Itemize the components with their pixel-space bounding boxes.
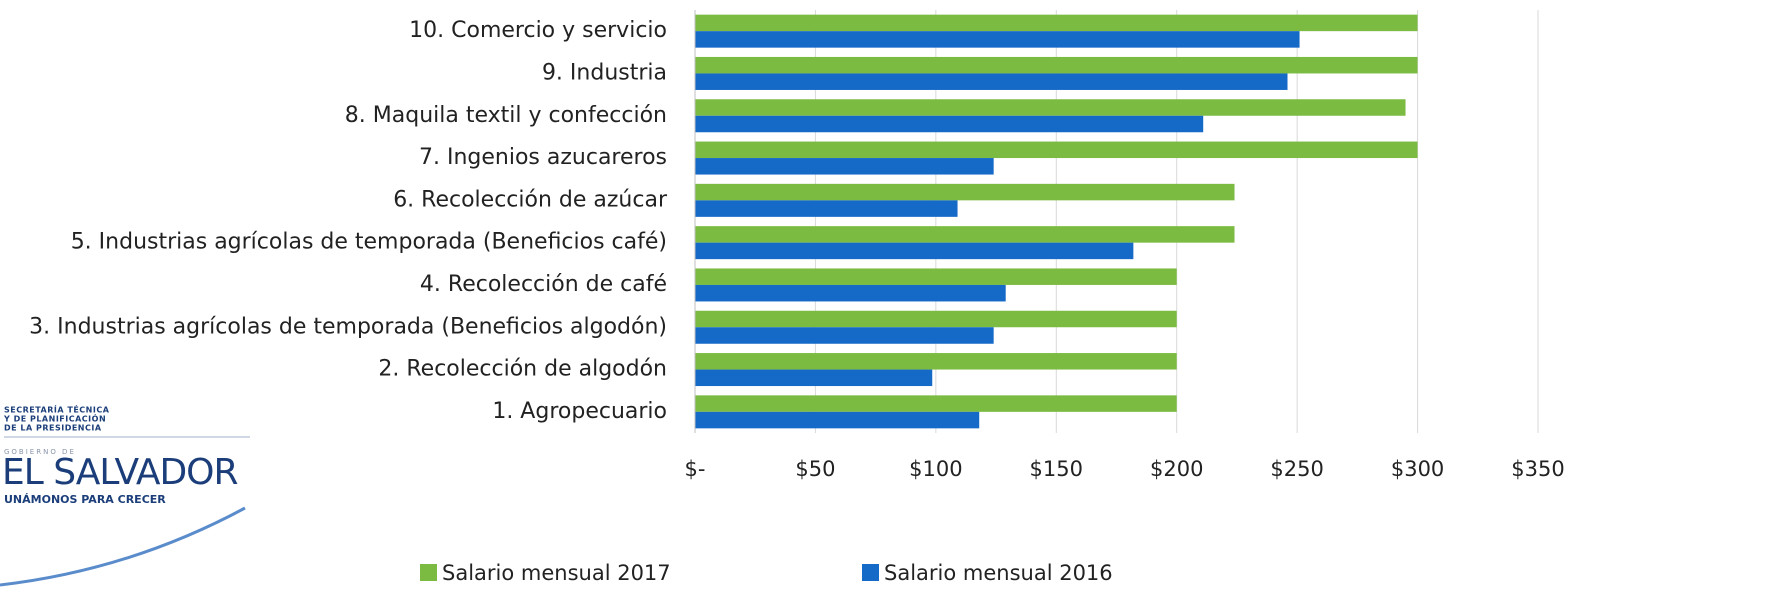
bar — [695, 183, 1235, 201]
y-tick-label: 9. Industria — [542, 60, 667, 85]
bar — [695, 31, 1300, 48]
bar — [695, 141, 1418, 159]
y-tick-label: 8. Maquila textil y confección — [345, 103, 667, 128]
logo-country: EL SALVADOR — [2, 452, 238, 493]
bar — [695, 14, 1418, 32]
bar — [695, 411, 980, 429]
y-tick-label: 6. Recolección de azúcar — [393, 187, 668, 212]
x-tick-label: $- — [685, 457, 706, 481]
x-tick-label: $350 — [1511, 457, 1564, 481]
bar — [695, 115, 1204, 133]
y-tick-label: 7. Ingenios azucareros — [419, 145, 667, 170]
legend-swatch — [420, 564, 437, 581]
legend-label: Salario mensual 2016 — [884, 561, 1113, 585]
logo-slogan: UNÁMONOS PARA CRECER — [4, 493, 166, 506]
x-tick-label: $250 — [1270, 457, 1323, 481]
x-tick-label: $200 — [1150, 457, 1203, 481]
y-tick-label: 5. Industrias agrícolas de temporada (Be… — [71, 230, 667, 255]
bar — [695, 56, 1418, 74]
x-tick-label: $50 — [795, 457, 835, 481]
bar — [695, 369, 933, 387]
x-tick-label: $300 — [1391, 457, 1444, 481]
x-tick-label: $100 — [909, 457, 962, 481]
y-tick-label: 4. Recolección de café — [420, 272, 667, 297]
bar — [695, 268, 1177, 285]
bar — [695, 310, 1177, 328]
logo-government: GOBIERNO DE — [4, 448, 76, 456]
legend-swatch — [862, 564, 879, 581]
y-tick-label: 1. Agropecuario — [492, 399, 667, 424]
bar — [695, 395, 1177, 412]
legend-label: Salario mensual 2017 — [442, 561, 671, 585]
bar — [695, 158, 994, 175]
bar — [695, 226, 1235, 243]
x-tick-label: $150 — [1030, 457, 1083, 481]
logo-swoosh — [0, 506, 246, 587]
logo-agency: Y DE PLANIFICACIÓN — [3, 413, 106, 424]
bar — [695, 73, 1288, 90]
y-tick-label: 10. Comercio y servicio — [409, 18, 667, 43]
bar — [695, 284, 1006, 302]
logo-agency: DE LA PRESIDENCIA — [4, 424, 102, 433]
y-tick-label: 2. Recolección de algodón — [378, 357, 667, 382]
bar — [695, 242, 1134, 260]
y-tick-label: 3. Industrias agrícolas de temporada (Be… — [29, 314, 667, 339]
bar — [695, 327, 994, 344]
logo: SECRETARÍA TÉCNICA Y DE PLANIFICACIÓN DE… — [0, 404, 250, 587]
bar — [695, 200, 958, 217]
bar — [695, 353, 1177, 370]
bar — [695, 99, 1406, 116]
logo-agency: SECRETARÍA TÉCNICA — [4, 404, 110, 415]
